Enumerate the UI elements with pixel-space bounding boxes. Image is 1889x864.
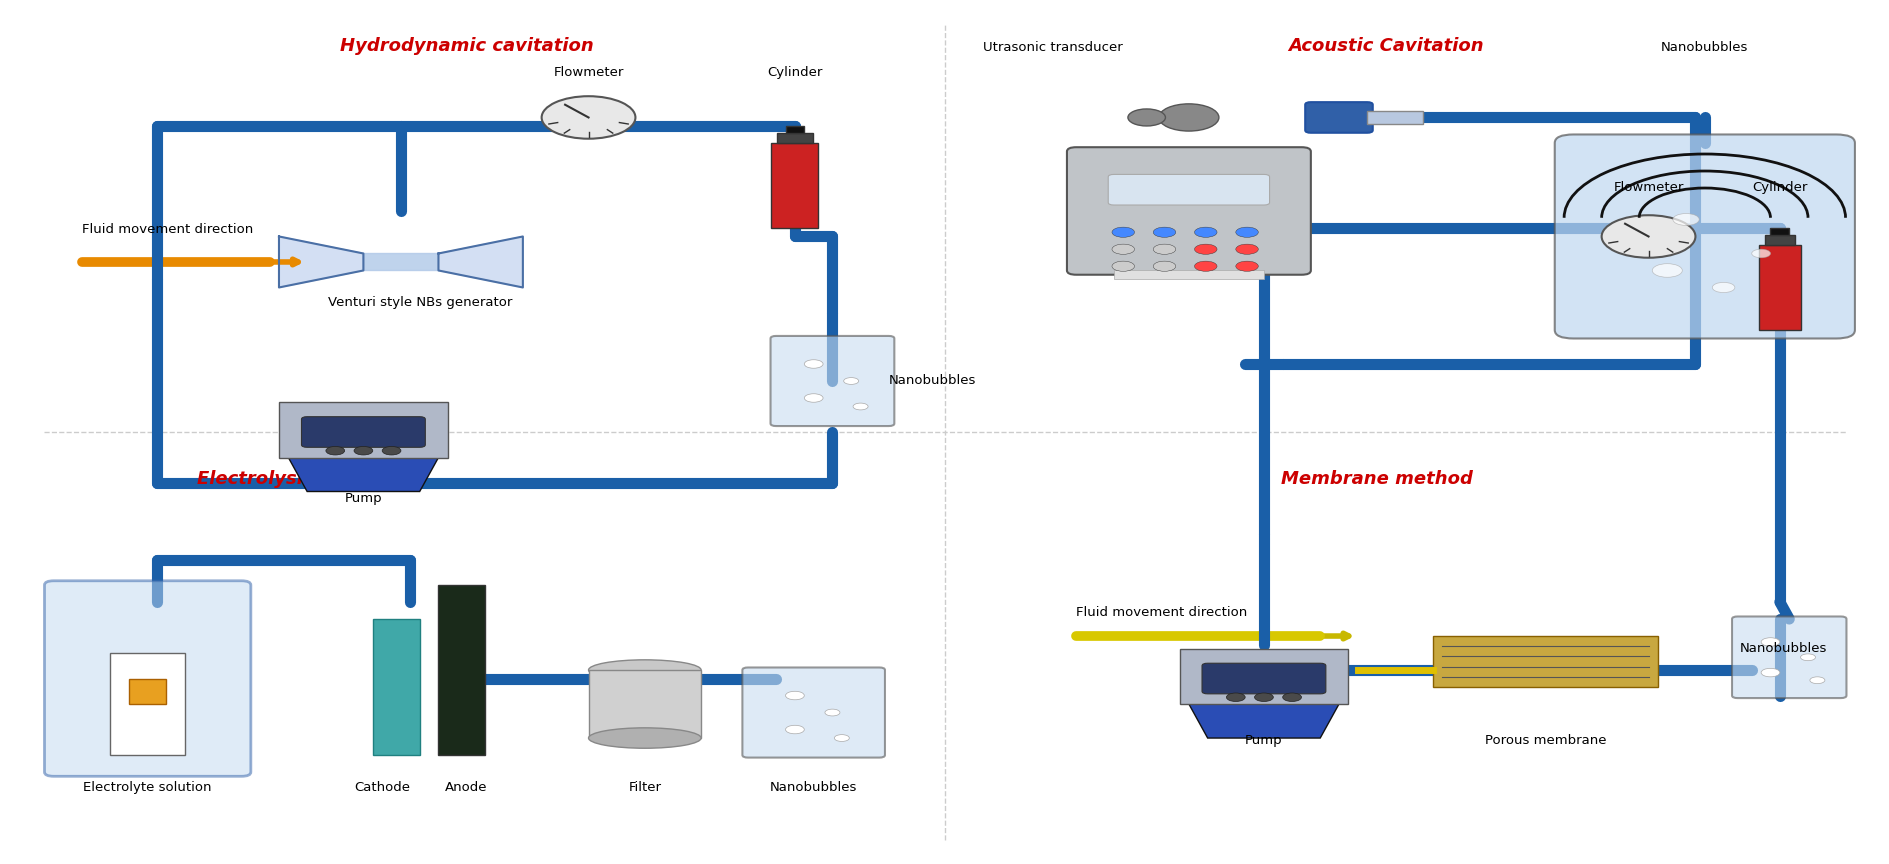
- Circle shape: [842, 378, 858, 384]
- Text: Flowmeter: Flowmeter: [1613, 181, 1683, 194]
- Text: Electrolysis method: Electrolysis method: [196, 470, 399, 488]
- Text: Venturi style NBs generator: Venturi style NBs generator: [327, 296, 512, 309]
- Circle shape: [1235, 245, 1258, 254]
- Text: Pump: Pump: [344, 492, 382, 505]
- Text: Pump: Pump: [1245, 734, 1283, 746]
- Polygon shape: [363, 253, 438, 270]
- Circle shape: [1111, 261, 1133, 271]
- Text: Filter: Filter: [627, 780, 661, 793]
- FancyBboxPatch shape: [302, 416, 425, 448]
- Bar: [1759, 245, 1800, 330]
- Bar: [372, 619, 419, 755]
- Text: Nanobubbles: Nanobubbles: [769, 780, 858, 793]
- Text: Membrane method: Membrane method: [1281, 470, 1472, 488]
- Circle shape: [1235, 261, 1258, 271]
- Circle shape: [1158, 104, 1218, 131]
- Circle shape: [1128, 109, 1166, 126]
- Bar: [1366, 111, 1422, 124]
- Polygon shape: [438, 237, 523, 288]
- Circle shape: [1152, 227, 1175, 238]
- Text: Nanobubbles: Nanobubbles: [888, 374, 975, 387]
- Text: Acoustic Cavitation: Acoustic Cavitation: [1288, 36, 1483, 54]
- Circle shape: [1283, 693, 1302, 702]
- Text: Hydrodynamic cavitation: Hydrodynamic cavitation: [340, 36, 593, 54]
- Circle shape: [1711, 283, 1734, 293]
- Bar: [128, 678, 166, 704]
- Bar: [1770, 228, 1789, 235]
- Bar: [587, 670, 701, 738]
- Bar: [1432, 636, 1657, 687]
- Bar: [110, 653, 185, 755]
- FancyBboxPatch shape: [45, 581, 251, 776]
- Bar: [1113, 270, 1264, 279]
- Text: Cylinder: Cylinder: [767, 67, 822, 79]
- Text: Porous membrane: Porous membrane: [1485, 734, 1606, 746]
- Circle shape: [382, 447, 400, 455]
- Circle shape: [824, 709, 839, 716]
- Polygon shape: [1188, 704, 1337, 738]
- Circle shape: [1111, 245, 1133, 254]
- Text: Nanobubbles: Nanobubbles: [1738, 642, 1827, 655]
- FancyBboxPatch shape: [1730, 617, 1846, 698]
- FancyBboxPatch shape: [1067, 147, 1311, 275]
- Ellipse shape: [587, 660, 701, 680]
- Circle shape: [353, 447, 372, 455]
- Circle shape: [1651, 264, 1681, 277]
- Circle shape: [1194, 227, 1217, 238]
- Circle shape: [542, 96, 635, 139]
- Circle shape: [786, 691, 805, 700]
- Circle shape: [1761, 669, 1779, 677]
- Circle shape: [1194, 261, 1217, 271]
- Circle shape: [1254, 693, 1273, 702]
- Circle shape: [1152, 261, 1175, 271]
- Bar: [1764, 235, 1795, 245]
- Circle shape: [1672, 213, 1698, 226]
- Circle shape: [786, 725, 805, 734]
- Bar: [438, 585, 485, 755]
- FancyBboxPatch shape: [771, 336, 893, 426]
- FancyBboxPatch shape: [1107, 175, 1269, 205]
- FancyBboxPatch shape: [1305, 102, 1371, 133]
- Circle shape: [852, 403, 867, 410]
- Text: Flowmeter: Flowmeter: [553, 67, 623, 79]
- Circle shape: [1800, 654, 1815, 661]
- Circle shape: [1235, 227, 1258, 238]
- Ellipse shape: [587, 727, 701, 748]
- Bar: [776, 133, 812, 143]
- Circle shape: [1810, 677, 1825, 683]
- Text: Anode: Anode: [446, 780, 487, 793]
- Circle shape: [833, 734, 848, 741]
- Bar: [1179, 649, 1347, 704]
- Polygon shape: [289, 458, 438, 492]
- Text: Utrasonic transducer: Utrasonic transducer: [982, 41, 1122, 54]
- Circle shape: [1751, 249, 1770, 257]
- Polygon shape: [280, 237, 363, 288]
- Bar: [280, 403, 448, 458]
- Circle shape: [1111, 227, 1133, 238]
- Circle shape: [1600, 215, 1694, 257]
- Bar: [786, 126, 805, 133]
- Circle shape: [1194, 245, 1217, 254]
- FancyBboxPatch shape: [742, 668, 884, 758]
- Bar: [771, 143, 818, 228]
- FancyBboxPatch shape: [1201, 664, 1326, 694]
- Text: Nanobubbles: Nanobubbles: [1660, 41, 1747, 54]
- Text: Fluid movement direction: Fluid movement direction: [1075, 606, 1247, 619]
- Circle shape: [1226, 693, 1245, 702]
- Circle shape: [805, 394, 822, 403]
- Circle shape: [805, 359, 822, 368]
- FancyBboxPatch shape: [1555, 135, 1853, 339]
- Circle shape: [1761, 638, 1779, 646]
- Circle shape: [325, 447, 344, 455]
- Text: Fluid movement direction: Fluid movement direction: [81, 224, 253, 237]
- Circle shape: [1152, 245, 1175, 254]
- Text: Cylinder: Cylinder: [1751, 181, 1806, 194]
- Text: Cathode: Cathode: [353, 780, 410, 793]
- Text: Electrolyte solution: Electrolyte solution: [83, 780, 212, 793]
